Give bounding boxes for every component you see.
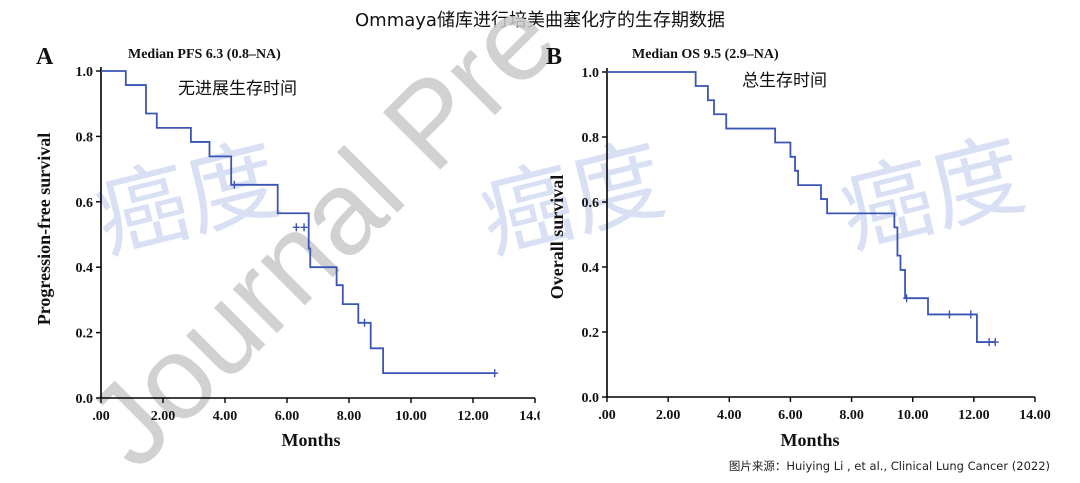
y-tick-label-b: 1.0 (582, 66, 600, 81)
plot-area-a: .00 2.00 4.00 6.00 8.00 10.00 12.00 14.00 0.0 0.2… (76, 65, 541, 424)
x-tick-label-b: 2.00 (656, 408, 681, 423)
x-tick-label-a: 14.00 (519, 409, 540, 424)
x-tick-label-a: .00 (92, 409, 110, 424)
x-tick-label-b: 4.00 (717, 408, 742, 423)
x-tick-label-a: 4.00 (213, 409, 238, 424)
source-caption: 图片来源：Huiying Li , et al., Clinical Lung … (728, 459, 1050, 473)
y-tick-label-b: 0.8 (582, 131, 600, 146)
x-tick-label-b: 14.00 (1019, 408, 1051, 423)
x-tick-label-a: 10.00 (395, 409, 427, 424)
y-axis-label-b: Overall survival (547, 175, 567, 300)
km-plot-pfs: A Median PFS 6.3 (0.8–NA) 无进展生存时间 Progre… (34, 44, 541, 450)
x-axis-label-a: Months (281, 430, 340, 450)
survival-curve-a (101, 70, 495, 375)
y-tick-label-a: 1.0 (76, 65, 94, 80)
panel-label-b: B (546, 44, 562, 70)
x-tick-label-b: 12.00 (958, 408, 990, 423)
panel-label-a: A (36, 44, 54, 70)
censor-mark-b (991, 338, 999, 347)
annotation-b: 总生存时间 (742, 71, 827, 91)
censor-mark-a (300, 223, 308, 232)
y-tick-label-a: 0.0 (76, 392, 94, 407)
y-tick-label-b: 0.2 (582, 326, 600, 341)
panel-header-a: Median PFS 6.3 (0.8–NA) (128, 47, 281, 62)
censor-mark-a (491, 369, 499, 378)
x-tick-label-a: 2.00 (151, 409, 176, 424)
censor-mark-b (967, 310, 975, 319)
y-tick-label-a: 0.4 (76, 261, 94, 276)
x-tick-label-a: 12.00 (457, 409, 489, 424)
x-tick-label-a: 6.00 (275, 409, 300, 424)
figure-title: Ommaya储库进行培美曲塞化疗的生存期数据 (355, 10, 725, 31)
y-tick-label-a: 0.2 (76, 327, 94, 342)
censor-mark-a (230, 180, 238, 189)
survival-curve-b (607, 71, 996, 343)
y-tick-label-b: 0.0 (582, 391, 600, 406)
annotation-a: 无进展生存时间 (178, 79, 297, 99)
y-tick-label-b: 0.4 (582, 261, 600, 276)
y-tick-label-a: 0.6 (76, 196, 94, 211)
censor-mark-a (292, 223, 300, 232)
censor-mark-a (361, 318, 368, 327)
censor-mark-b (903, 294, 911, 303)
x-tick-label-b: 8.00 (839, 408, 864, 423)
censor-mark-b (985, 338, 993, 347)
y-axis-label-a: Progression-free survival (34, 133, 54, 325)
panel-header-b: Median OS 9.5 (2.9–NA) (632, 47, 779, 62)
y-tick-label-b: 0.6 (582, 196, 600, 211)
plot-area-b: .00 2.00 4.00 6.00 8.00 10.00 12.00 14.00 0.0 0.2… (582, 66, 1051, 423)
x-tick-label-a: 8.00 (337, 409, 362, 424)
y-tick-label-a: 0.8 (76, 130, 94, 145)
x-tick-label-b: 10.00 (897, 408, 929, 423)
censor-mark-b (945, 310, 953, 319)
x-tick-label-b: 6.00 (778, 408, 803, 423)
x-tick-label-b: .00 (598, 408, 616, 423)
x-axis-label-b: Months (780, 430, 839, 450)
km-plot-os: B Median OS 9.5 (2.9–NA) 总生存时间 Overall s… (546, 44, 1051, 450)
